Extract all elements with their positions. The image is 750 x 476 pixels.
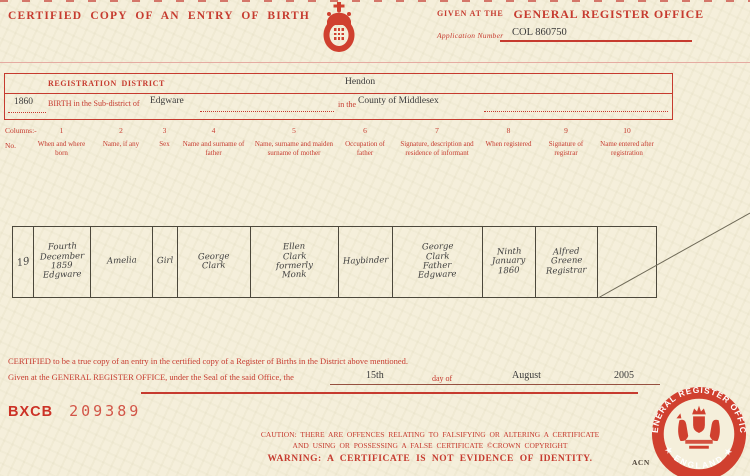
- serial-prefix: BXCB: [8, 404, 54, 420]
- entry-when-registered-cell: Ninth January 1860: [483, 227, 536, 297]
- top-dashed-edge: [0, 0, 750, 2]
- column-header-label: Name, if any: [102, 140, 140, 148]
- birth-subdistrict-label: BIRTH in the Sub-district of: [48, 99, 140, 108]
- entry-no: 19: [15, 255, 31, 269]
- footer-rule: [141, 392, 638, 394]
- column-header-label: Signature of registrar: [548, 140, 584, 158]
- entry-mother-cell: Ellen Clark formerly Monk: [251, 227, 339, 297]
- given-at-statement: Given at the GENERAL REGISTER OFFICE, un…: [8, 372, 294, 382]
- certificate-title: CERTIFIED COPY OF AN ENTRY OF BIRTH: [8, 10, 311, 22]
- serial-number: 209389: [69, 402, 142, 420]
- seal-coat-of-arms: [676, 405, 720, 449]
- column-number: 7: [435, 126, 439, 135]
- caution-block: CAUTION: THERE ARE OFFENCES RELATING TO …: [150, 430, 710, 464]
- gro-seal-icon: GENERAL REGISTER OFFICE ★ ENGLAND ★: [650, 385, 747, 476]
- entry-occupation-cell: Haybinder: [339, 227, 393, 297]
- column-number: 3: [162, 126, 167, 135]
- column-header-label: When registered: [485, 140, 532, 148]
- subdistrict-dotted-line: [200, 110, 334, 112]
- county-value: County of Middlesex: [358, 96, 439, 106]
- column-header-label: Occupation of father: [345, 140, 385, 158]
- application-number-label: Application Number: [437, 31, 504, 40]
- column-number: 4: [211, 126, 216, 135]
- acn-mark: ACN: [632, 458, 650, 467]
- header-right: GIVEN AT THE GENERAL REGISTER OFFICE: [437, 5, 704, 23]
- column-header-label: Name entered after registration: [600, 140, 654, 158]
- entry-terminator-line: [597, 212, 750, 299]
- entry-registrar-cell: Alfred Greene Registrar: [536, 227, 598, 297]
- county-dotted-line: [484, 110, 668, 112]
- column-number: 2: [119, 126, 123, 135]
- entry-father-cell: George Clark: [178, 227, 251, 297]
- in-the-label: in the: [338, 100, 356, 109]
- application-number-value: COL 860750: [512, 27, 567, 38]
- application-number-underline: [500, 40, 692, 42]
- entry-no-cell: 19: [13, 227, 34, 297]
- column-header-label: Signature, description and residence of …: [400, 140, 474, 158]
- column-header-label: When and where born: [37, 140, 86, 158]
- column-header-label: Name and surname of father: [182, 140, 245, 158]
- registration-year: 1860: [14, 97, 33, 107]
- seal-month-value: August: [512, 370, 541, 381]
- certified-statement: CERTIFIED to be a true copy of an entry …: [8, 356, 409, 366]
- entry-when-where-born-cell: Fourth December 1859 Edgware: [34, 227, 91, 297]
- column-header-label: Sex: [159, 140, 170, 148]
- column-number: 8: [506, 126, 511, 135]
- warning-line: WARNING: A CERTIFICATE IS NOT EVIDENCE O…: [267, 454, 593, 464]
- entry-informant-cell: George Clark Father Edgware: [393, 227, 483, 297]
- registration-district-value: Hendon: [345, 77, 376, 87]
- office-title: GENERAL REGISTER OFFICE: [513, 7, 704, 21]
- column-number: 6: [363, 126, 367, 135]
- column-number: 10: [623, 126, 631, 135]
- day-of-label: day of: [432, 374, 453, 383]
- column-header-label: Name, surname and maiden surname of moth…: [254, 140, 334, 158]
- column-number: 1: [59, 126, 64, 135]
- registration-box-divider: [5, 93, 672, 94]
- no-column-label: No.: [5, 141, 17, 150]
- subdistrict-value: Edgware: [150, 96, 184, 106]
- year-dotted-line: [8, 111, 46, 113]
- column-number: 5: [292, 126, 296, 135]
- seal-year-value: 2005: [614, 370, 634, 381]
- entry-sex-cell: Girl: [153, 227, 178, 297]
- column-headers: 1 When and where born 2 Name, if any 3 Sex …: [33, 126, 657, 158]
- register-entry-table: 19 Fourth December 1859 Edgware Amelia Girl…: [12, 226, 657, 298]
- date-underline: [330, 384, 660, 385]
- entry-name-cell: Amelia: [91, 227, 153, 297]
- column-number: 9: [564, 126, 568, 135]
- given-at-label: GIVEN AT THE: [437, 9, 504, 18]
- caution-line-1: CAUTION: THERE ARE OFFENCES RELATING TO …: [260, 430, 600, 439]
- royal-crest-icon: [323, 2, 355, 52]
- registration-district-box: [4, 73, 673, 120]
- header-separator-rule: [0, 62, 750, 63]
- columns-label: Columns:-: [5, 126, 37, 135]
- certificate-serial: BXCB 209389: [8, 402, 141, 421]
- registration-district-label: REGISTRATION DISTRICT: [48, 79, 165, 88]
- seal-day-value: 15th: [366, 370, 384, 381]
- caution-line-2: AND USING OR POSSESSING A FALSE CERTIFIC…: [292, 440, 568, 450]
